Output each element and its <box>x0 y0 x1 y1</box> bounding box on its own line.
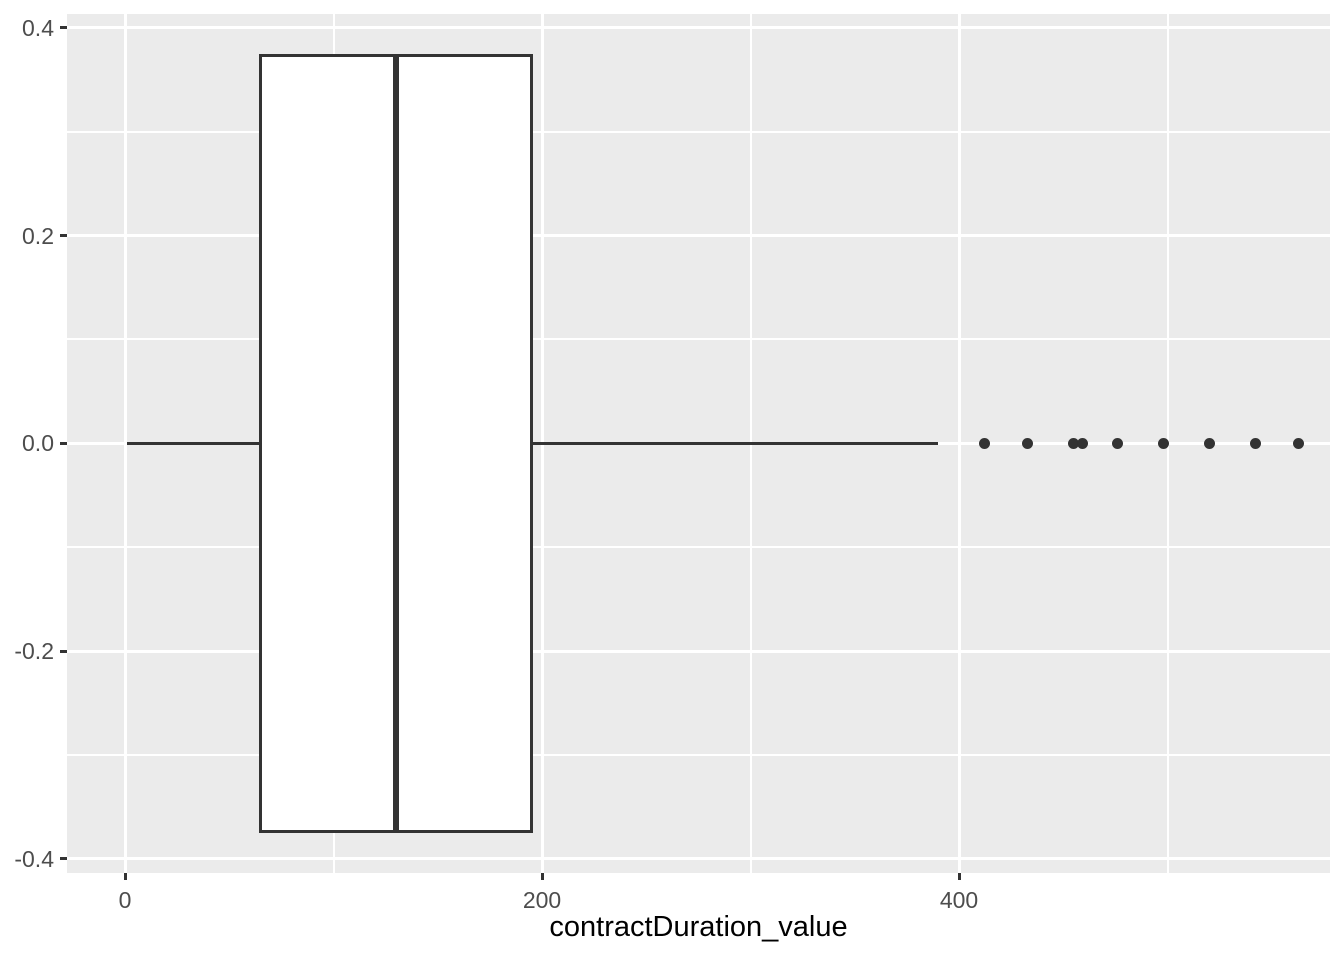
outlier-point <box>1111 437 1123 449</box>
outlier-point <box>978 437 990 449</box>
y-tick-label: 0.4 <box>22 14 54 41</box>
y-tick-mark <box>60 649 67 653</box>
x-tick-label: 400 <box>939 887 979 913</box>
outlier-point <box>1157 437 1169 449</box>
gridline-minor-horizontal <box>67 338 1330 341</box>
gridline-minor-horizontal <box>67 130 1330 133</box>
y-tick-mark <box>60 441 67 445</box>
outlier-point <box>1022 437 1034 449</box>
y-tick-label: -0.4 <box>14 845 54 872</box>
y-tick-label: 0.0 <box>22 430 54 457</box>
x-tick-label: 200 <box>522 887 562 913</box>
x-tick-mark <box>540 873 544 880</box>
whisker-line-upper <box>531 441 939 445</box>
gridline-major-horizontal <box>67 234 1330 238</box>
median-line <box>393 53 400 833</box>
x-tick-mark <box>957 873 961 880</box>
outlier-point <box>1076 437 1088 449</box>
y-tick-mark <box>60 857 67 861</box>
x-axis-title: contractDuration_value <box>549 911 848 943</box>
outlier-point <box>1293 437 1305 449</box>
y-tick-mark <box>60 26 67 30</box>
outlier-point <box>1068 437 1080 449</box>
x-tick-label: 0 <box>118 887 132 913</box>
gridline-major-horizontal <box>67 857 1330 861</box>
gridline-minor-horizontal <box>67 546 1330 549</box>
outlier-point <box>1249 437 1261 449</box>
gridline-major-horizontal <box>67 26 1330 30</box>
outlier-point <box>1203 437 1215 449</box>
plot-panel <box>67 14 1330 873</box>
whisker-line-lower <box>127 441 261 445</box>
y-tick-label: 0.2 <box>22 222 54 249</box>
gridline-major-horizontal <box>67 649 1330 653</box>
gridline-minor-horizontal <box>67 753 1330 756</box>
x-tick-mark <box>123 873 127 880</box>
y-tick-mark <box>60 234 67 238</box>
y-tick-label: -0.2 <box>14 638 54 665</box>
